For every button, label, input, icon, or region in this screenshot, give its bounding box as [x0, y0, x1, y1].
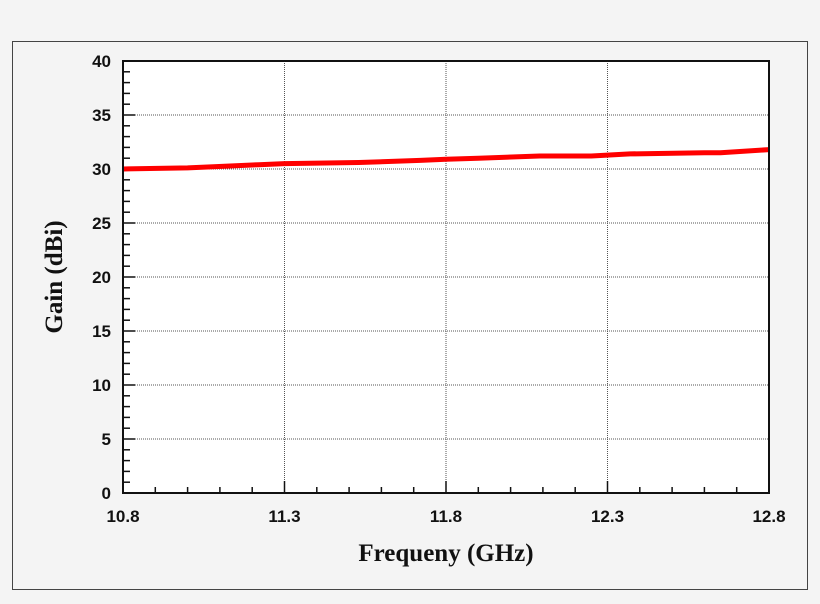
x-tick-label: 10.8 — [106, 507, 139, 526]
x-tick-label: 12.3 — [591, 507, 624, 526]
y-tick-label: 0 — [102, 484, 111, 503]
y-tick-label: 35 — [92, 106, 111, 125]
y-tick-label: 40 — [92, 52, 111, 71]
x-tick-label: 11.8 — [430, 507, 462, 526]
y-tick-label: 30 — [92, 160, 111, 179]
chart-frame — [12, 41, 808, 590]
plot-border — [122, 60, 770, 494]
y-axis-label: Gain (dBi) — [41, 220, 68, 333]
x-axis-label: Frequeny (GHz) — [358, 540, 533, 567]
y-tick-label: 10 — [92, 376, 111, 395]
x-tick-label: 12.8 — [752, 507, 785, 526]
y-tick-label: 15 — [92, 322, 111, 341]
y-tick-label: 25 — [92, 214, 111, 233]
y-tick-label: 5 — [102, 430, 111, 449]
y-tick-label: 20 — [92, 268, 111, 287]
x-tick-label: 11.3 — [268, 507, 300, 526]
